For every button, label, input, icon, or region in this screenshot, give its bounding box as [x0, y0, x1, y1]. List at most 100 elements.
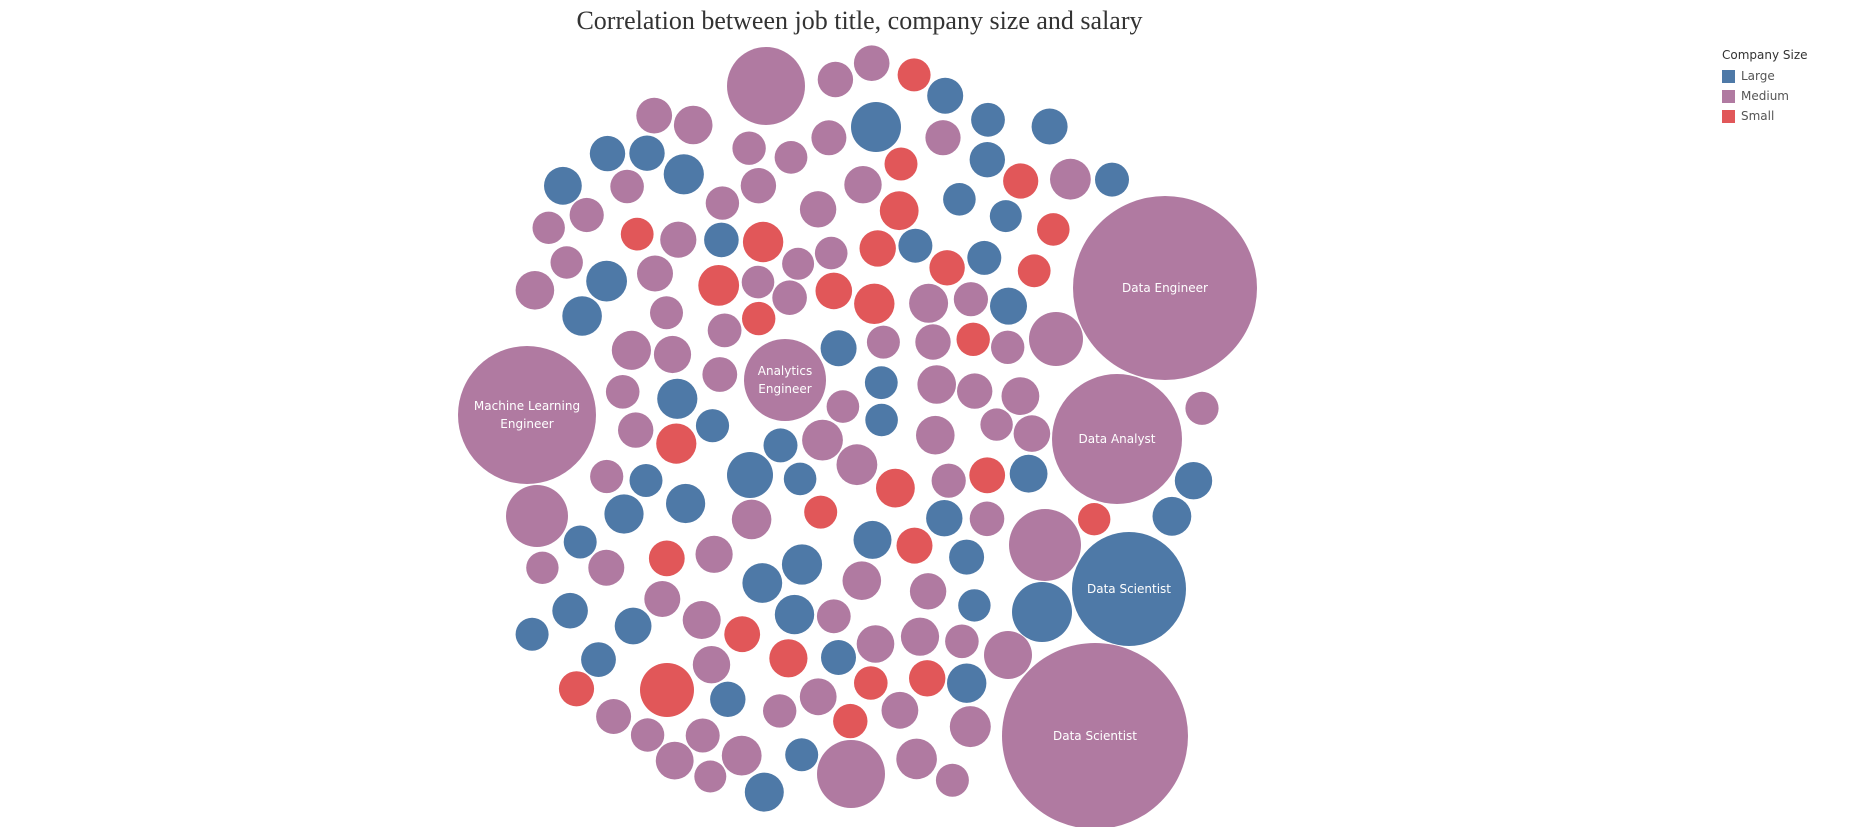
bubble-large[interactable] — [865, 403, 898, 437]
bubble-large[interactable] — [943, 183, 976, 216]
bubble-medium[interactable] — [695, 535, 733, 573]
bubble-large[interactable] — [581, 642, 616, 677]
bubble-large[interactable] — [727, 452, 773, 498]
bubble-medium[interactable] — [673, 105, 713, 145]
bubble-medium[interactable] — [935, 763, 969, 797]
bubble-medium[interactable] — [702, 357, 738, 392]
bubble-small[interactable] — [558, 671, 595, 707]
bubble-medium[interactable] — [526, 551, 559, 584]
bubble-medium[interactable] — [1029, 312, 1083, 366]
bubble-medium[interactable] — [644, 581, 681, 617]
bubble-large[interactable] — [1095, 162, 1129, 197]
bubble-medium[interactable] — [953, 282, 989, 317]
bubble-small[interactable] — [969, 457, 1006, 494]
bubble-large[interactable] — [562, 296, 602, 336]
bubble-medium[interactable] — [653, 335, 692, 374]
legend-item-medium[interactable]: Medium — [1722, 86, 1808, 106]
bubble-labeled[interactable]: Data Engineer — [1073, 196, 1257, 380]
bubble-large[interactable] — [629, 464, 663, 497]
bubble-medium[interactable] — [915, 324, 951, 360]
bubble-medium[interactable] — [1001, 377, 1040, 415]
bubble-medium[interactable] — [660, 221, 697, 258]
bubble-labeled[interactable]: Data Scientist — [1072, 532, 1186, 646]
bubble-large[interactable] — [947, 663, 987, 703]
bubble-medium[interactable] — [842, 561, 882, 600]
bubble-large[interactable] — [1031, 108, 1068, 145]
bubble-medium[interactable] — [802, 419, 843, 461]
bubble-medium[interactable] — [900, 617, 940, 656]
bubble-medium[interactable] — [458, 346, 596, 484]
bubble-medium[interactable] — [763, 694, 797, 728]
bubble-medium[interactable] — [569, 197, 604, 233]
bubble-medium[interactable] — [637, 255, 673, 292]
bubble-small[interactable] — [1003, 163, 1039, 199]
bubble-large[interactable] — [695, 409, 730, 443]
bubble-medium[interactable] — [949, 706, 991, 748]
bubble-medium[interactable] — [596, 699, 632, 734]
bubble-medium[interactable] — [740, 168, 777, 204]
bubble-medium[interactable] — [650, 296, 683, 330]
bubble-medium[interactable] — [630, 718, 665, 752]
bubble-medium[interactable] — [611, 330, 652, 370]
legend-item-large[interactable]: Large — [1722, 66, 1808, 86]
bubble-medium[interactable] — [744, 339, 826, 421]
bubble-large[interactable] — [1072, 532, 1186, 646]
bubble-medium[interactable] — [705, 186, 740, 220]
bubble-small[interactable] — [1078, 503, 1111, 536]
bubble-medium[interactable] — [685, 718, 720, 753]
bubble-small[interactable] — [769, 639, 808, 678]
bubble-medium[interactable] — [1052, 374, 1182, 504]
bubble-labeled[interactable]: Machine Learning Engineer — [458, 346, 596, 484]
bubble-large[interactable] — [657, 378, 698, 419]
bubble-small[interactable] — [724, 616, 761, 653]
bubble-large[interactable] — [544, 166, 582, 205]
bubble-medium[interactable] — [506, 485, 568, 547]
bubble-large[interactable] — [898, 228, 933, 263]
bubble-medium[interactable] — [811, 120, 847, 156]
bubble-medium[interactable] — [1002, 643, 1188, 827]
bubble-small[interactable] — [854, 283, 895, 324]
bubble-small[interactable] — [804, 495, 838, 529]
bubble-medium[interactable] — [610, 169, 644, 204]
bubble-medium[interactable] — [881, 691, 919, 729]
bubble-medium[interactable] — [1073, 196, 1257, 380]
bubble-large[interactable] — [853, 520, 892, 559]
bubble-labeled[interactable]: Analytics Engineer — [744, 339, 826, 421]
bubble-large[interactable] — [1012, 582, 1072, 642]
bubble-large[interactable] — [604, 494, 644, 534]
bubble-large[interactable] — [710, 681, 746, 717]
bubble-medium[interactable] — [856, 625, 895, 663]
bubble-small[interactable] — [648, 540, 685, 577]
bubble-large[interactable] — [1174, 462, 1213, 500]
bubble-large[interactable] — [927, 77, 964, 114]
bubble-medium[interactable] — [605, 375, 640, 409]
bubble-medium[interactable] — [618, 412, 654, 448]
bubble-medium[interactable] — [590, 459, 624, 494]
bubble-medium[interactable] — [814, 236, 848, 270]
bubble-small[interactable] — [854, 666, 888, 700]
bubble-medium[interactable] — [707, 313, 742, 348]
bubble-medium[interactable] — [866, 325, 900, 359]
bubble-large[interactable] — [563, 525, 597, 559]
bubble-medium[interactable] — [588, 549, 625, 586]
bubble-medium[interactable] — [896, 738, 937, 780]
bubble-medium[interactable] — [957, 373, 993, 409]
bubble-medium[interactable] — [682, 601, 721, 639]
bubble-small[interactable] — [1037, 213, 1070, 246]
bubble-small[interactable] — [640, 663, 694, 717]
bubble-small[interactable] — [879, 191, 919, 231]
bubble-small[interactable] — [833, 703, 868, 739]
bubble-medium[interactable] — [969, 501, 1005, 537]
bubble-small[interactable] — [956, 322, 990, 356]
bubble-medium[interactable] — [917, 365, 956, 404]
bubble-large[interactable] — [589, 135, 626, 172]
bubble-medium[interactable] — [774, 141, 808, 174]
bubble-large[interactable] — [586, 260, 627, 302]
bubble-medium[interactable] — [550, 246, 583, 279]
bubble-large[interactable] — [949, 539, 985, 575]
bubble-large[interactable] — [781, 544, 823, 585]
bubble-medium[interactable] — [1009, 509, 1081, 581]
bubble-medium[interactable] — [931, 463, 966, 498]
bubble-medium[interactable] — [916, 415, 955, 455]
bubble-small[interactable] — [929, 250, 965, 286]
